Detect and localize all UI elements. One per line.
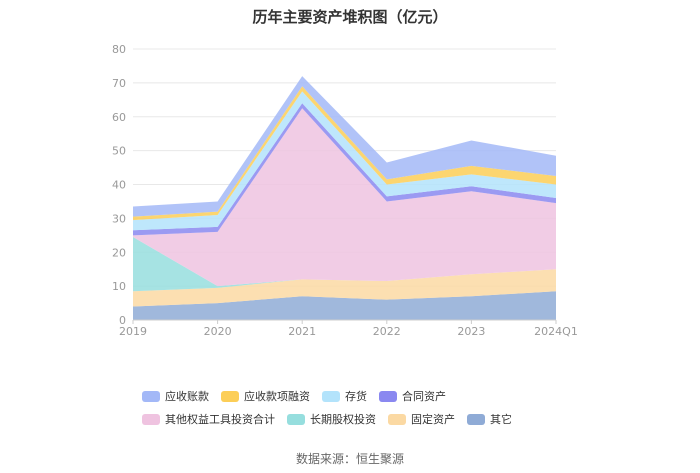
y-tick-label: 0 — [119, 314, 126, 327]
series-area-长期股权投资 — [133, 237, 556, 292]
legend-swatch — [467, 413, 485, 425]
legend-label: 应收账款 — [165, 390, 209, 403]
series-area-其它 — [133, 291, 556, 320]
legend-swatch — [388, 413, 406, 425]
y-tick-label: 20 — [112, 246, 126, 259]
x-tick-label: 2023 — [457, 325, 485, 338]
legend-item[interactable]: 应收款项融资 — [221, 389, 310, 403]
y-tick-label: 10 — [112, 280, 126, 293]
legend-label: 合同资产 — [402, 390, 446, 403]
legend-swatch — [379, 390, 397, 402]
legend-item[interactable]: 长期股权投资 — [287, 412, 376, 426]
y-tick-label: 30 — [112, 212, 126, 225]
y-tick-label: 70 — [112, 77, 126, 90]
legend: 应收账款 应收款项融资 存货 合同资产其他权益工具投资合计 长期股权投资 固定资产 其它 — [142, 389, 602, 435]
legend-item[interactable]: 存货 — [322, 389, 367, 403]
legend-swatch — [142, 390, 160, 402]
legend-item[interactable]: 应收账款 — [142, 389, 209, 403]
y-tick-label: 60 — [112, 111, 126, 124]
legend-item[interactable]: 固定资产 — [388, 412, 455, 426]
legend-label: 应收款项融资 — [244, 390, 310, 403]
series-area-应收账款 — [133, 76, 556, 217]
series-area-其他权益工具投资合计 — [133, 108, 556, 287]
legend-swatch — [287, 413, 305, 425]
data-source: 数据来源：恒生聚源 — [295, 452, 404, 466]
legend-label: 长期股权投资 — [310, 413, 376, 426]
legend-item[interactable]: 合同资产 — [379, 389, 446, 403]
legend-label: 存货 — [345, 390, 367, 403]
series-area-固定资产 — [133, 269, 556, 307]
x-tick-label: 2024Q1 — [534, 325, 578, 338]
series-area-存货 — [133, 91, 556, 231]
x-tick-label: 2021 — [288, 325, 316, 338]
x-tick-label: 2022 — [373, 325, 401, 338]
stacked-area-chart: 0 10 20 30 40 50 60 70 80 2019 2020 2021 2022 2023 20… — [112, 43, 578, 338]
y-tick-label: 50 — [112, 145, 126, 158]
legend-swatch — [221, 390, 239, 402]
x-tick-label: 2019 — [119, 325, 147, 338]
y-tick-label: 40 — [112, 179, 126, 192]
legend-swatch — [142, 413, 160, 425]
legend-swatch — [322, 390, 340, 402]
legend-item[interactable]: 其他权益工具投资合计 — [142, 412, 275, 426]
legend-label: 固定资产 — [411, 413, 455, 426]
legend-label: 其它 — [490, 413, 512, 426]
legend-label: 其他权益工具投资合计 — [165, 413, 275, 426]
chart-title: 历年主要资产堆积图（亿元） — [252, 8, 448, 26]
legend-item[interactable]: 其它 — [467, 412, 512, 426]
y-tick-label: 80 — [112, 43, 126, 56]
x-tick-label: 2020 — [204, 325, 232, 338]
